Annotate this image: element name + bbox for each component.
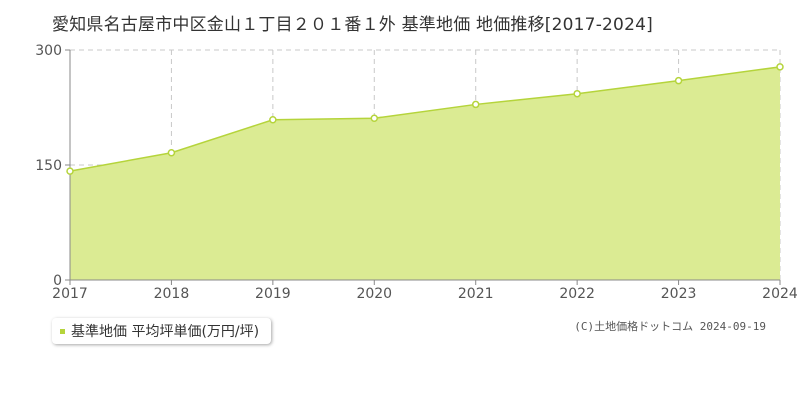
y-tick-label: 0 <box>53 273 62 289</box>
data-point <box>573 89 581 98</box>
y-tick-labels: 0 150 300 <box>35 43 62 289</box>
x-tick-label: 2018 <box>154 286 190 302</box>
data-point <box>776 63 784 71</box>
data-point <box>471 100 480 109</box>
legend: 基準地価 平均坪単価(万円/坪) <box>52 318 272 344</box>
data-point <box>167 148 176 157</box>
data-point <box>674 76 683 85</box>
y-tick-label: 150 <box>35 158 62 174</box>
data-points <box>66 63 784 175</box>
x-tick-label: 2017 <box>52 286 88 302</box>
data-point <box>269 116 277 124</box>
x-tick-label: 2023 <box>661 286 697 302</box>
x-tick-label: 2020 <box>356 286 392 302</box>
x-tick-label: 2019 <box>255 286 291 302</box>
chart-title: 愛知県名古屋市中区金山１丁目２０１番１外 基準地価 地価推移[2017-2024… <box>52 15 653 35</box>
data-point <box>66 167 74 175</box>
data-point <box>370 114 379 122</box>
series-area-fill <box>70 66 780 280</box>
y-tick-label: 300 <box>35 43 62 59</box>
credit-text: (C)土地価格ドットコム 2024-09-19 <box>574 320 766 333</box>
x-tick-labels: 2017 2018 2019 2020 2021 2022 2023 2024 <box>52 286 798 302</box>
x-tick-label: 2024 <box>762 286 798 302</box>
x-tick-label: 2021 <box>458 286 494 302</box>
legend-label: 基準地価 平均坪単価(万円/坪) <box>71 324 260 340</box>
series-line <box>69 66 781 172</box>
x-tick-label: 2022 <box>559 286 595 302</box>
axes <box>65 49 781 285</box>
legend-swatch <box>60 328 65 334</box>
